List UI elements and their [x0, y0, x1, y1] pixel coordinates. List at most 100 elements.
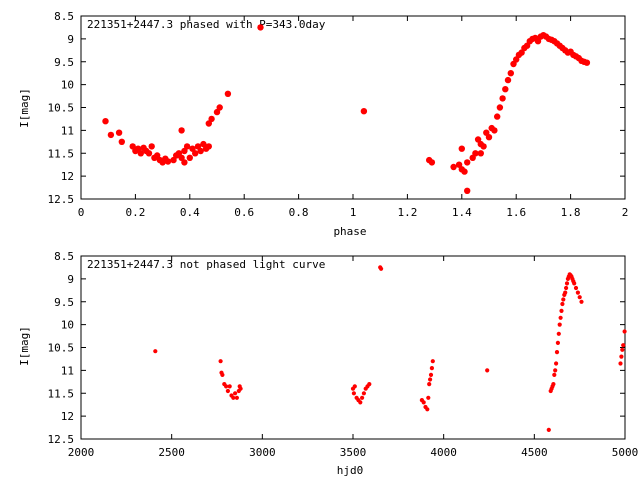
data-point [367, 382, 372, 387]
data-point [499, 95, 506, 102]
data-point [491, 127, 498, 134]
data-point [551, 382, 556, 387]
data-point [183, 143, 191, 150]
y-tick-label: 12 [61, 410, 74, 423]
data-point [572, 281, 577, 286]
y-tick-label: 8.5 [54, 10, 74, 23]
phased-light-curve-panel: 221351+2447.3 phased with P=343.0day pha… [18, 10, 628, 238]
x-tick-label: 1.4 [452, 206, 472, 219]
data-point [427, 382, 432, 387]
data-point [556, 331, 561, 336]
data-point [164, 158, 172, 165]
data-point [507, 70, 514, 77]
data-point [107, 131, 115, 139]
x-tick-label: 4500 [521, 446, 548, 459]
data-point [619, 354, 624, 359]
data-point [148, 143, 155, 150]
data-point [429, 366, 434, 371]
data-point [563, 290, 568, 295]
data-point [561, 297, 566, 302]
data-point [205, 143, 212, 150]
data-point [118, 138, 126, 145]
x-tick-label: 0.4 [180, 206, 200, 219]
data-point [224, 90, 232, 98]
x-axis-label: phase [333, 225, 366, 238]
legend-marker [257, 24, 264, 31]
data-point [358, 400, 363, 405]
data-point [485, 368, 490, 373]
y-tick-label: 12.5 [48, 193, 75, 206]
data-point [620, 347, 625, 352]
x-tick-label: 1.8 [561, 206, 581, 219]
data-point [145, 150, 153, 157]
x-tick-label: 2500 [158, 446, 185, 459]
data-point [425, 407, 430, 412]
data-point [220, 372, 225, 377]
data-point [552, 372, 557, 377]
data-point [216, 104, 223, 111]
data-point [421, 400, 426, 405]
x-tick-label: 2000 [68, 446, 95, 459]
y-tick-label: 10.5 [48, 342, 75, 355]
data-point [494, 113, 501, 120]
x-tick-label: 0.8 [289, 206, 309, 219]
x-axis-label: hjd0 [337, 464, 364, 477]
data-point [361, 391, 366, 396]
data-point [360, 108, 368, 115]
data-point [233, 391, 238, 396]
x-tick-label: 3500 [340, 446, 367, 459]
data-point [559, 308, 564, 313]
data-point [573, 285, 579, 291]
y-tick-label: 10 [61, 319, 74, 332]
plot-frame [80, 255, 626, 440]
data-point [428, 372, 434, 377]
data-point [225, 388, 230, 394]
data-point [208, 115, 215, 123]
y-tick-label: 10 [61, 79, 74, 92]
y-axis-label: I[mag] [18, 326, 31, 366]
data-point [554, 350, 560, 355]
axis-ticks: 2000 2500 3000 3500 4000 4500 5000 8.5 9 9.5 10 10.… [48, 250, 639, 459]
data-point [546, 427, 551, 432]
data-point [192, 150, 199, 157]
data-point [557, 322, 562, 327]
y-tick-label: 12 [61, 170, 74, 183]
data-point [560, 301, 565, 307]
data-point [426, 395, 431, 400]
y-tick-label: 10.5 [48, 102, 75, 115]
data-point [477, 150, 484, 157]
data-point [464, 187, 471, 194]
data-point [518, 49, 525, 56]
data-point [450, 163, 457, 171]
x-tick-label: 0.6 [234, 206, 254, 219]
data-point [231, 395, 236, 400]
data-point [428, 159, 436, 166]
data-point [102, 118, 109, 125]
data-points [153, 265, 627, 432]
data-point [555, 340, 561, 345]
data-point [197, 147, 204, 155]
y-tick-label: 9 [67, 33, 74, 46]
data-point [178, 154, 185, 161]
data-point [186, 154, 193, 161]
data-point [464, 159, 471, 166]
data-point [575, 290, 581, 295]
data-point [181, 159, 188, 166]
data-point [218, 359, 223, 364]
data-point [227, 384, 232, 389]
data-point [238, 386, 243, 391]
data-point [621, 343, 626, 348]
y-tick-label: 11.5 [48, 147, 75, 160]
data-point [485, 134, 493, 141]
y-tick-label: 9 [67, 273, 74, 286]
data-point [430, 359, 435, 364]
data-point [360, 395, 365, 400]
chart-title: 221351+2447.3 not phased light curve [87, 258, 325, 271]
x-tick-label: 0 [78, 206, 85, 219]
y-axis-label: I[mag] [18, 88, 31, 128]
x-tick-label: 1.2 [397, 206, 417, 219]
data-point [502, 86, 509, 93]
data-point [618, 361, 623, 366]
plot-frame [80, 15, 626, 200]
data-point [579, 299, 584, 304]
